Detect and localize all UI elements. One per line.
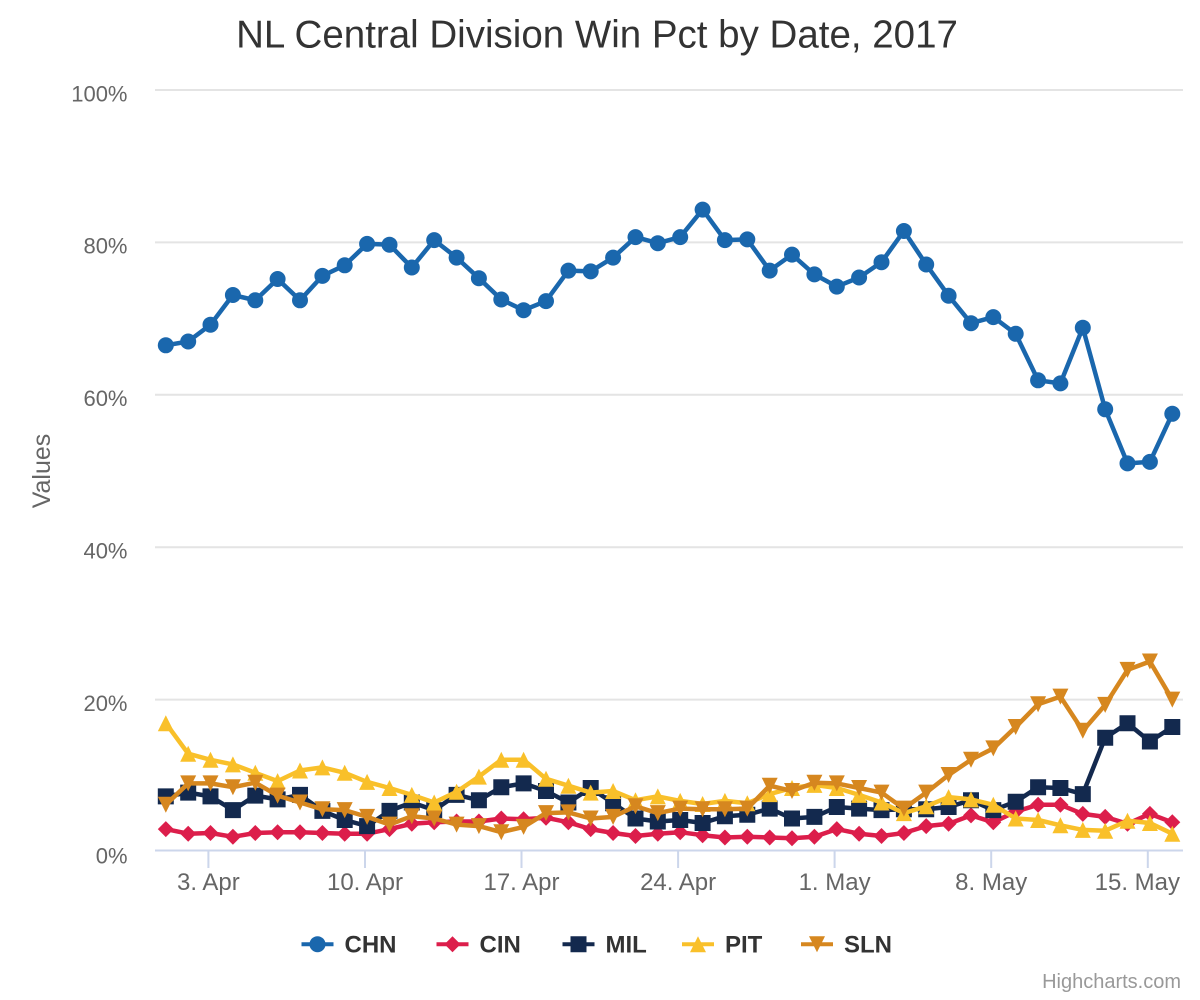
svg-text:Highcharts.com: Highcharts.com bbox=[1042, 971, 1181, 993]
svg-text:3. Apr: 3. Apr bbox=[177, 869, 240, 896]
svg-text:NL Central Division Win Pct by: NL Central Division Win Pct by Date, 201… bbox=[236, 14, 958, 57]
svg-text:40%: 40% bbox=[83, 539, 127, 564]
svg-text:CHN: CHN bbox=[345, 932, 397, 959]
svg-text:SLN: SLN bbox=[844, 932, 892, 959]
svg-text:60%: 60% bbox=[83, 386, 127, 411]
svg-text:Values: Values bbox=[28, 434, 56, 509]
svg-text:PIT: PIT bbox=[725, 932, 763, 959]
svg-text:17. Apr: 17. Apr bbox=[483, 869, 559, 896]
svg-text:24. Apr: 24. Apr bbox=[640, 869, 716, 896]
svg-text:20%: 20% bbox=[83, 691, 127, 716]
svg-text:8. May: 8. May bbox=[955, 869, 1027, 896]
svg-text:15. May: 15. May bbox=[1095, 869, 1180, 896]
svg-text:80%: 80% bbox=[83, 234, 127, 259]
svg-text:MIL: MIL bbox=[606, 932, 647, 959]
svg-text:10. Apr: 10. Apr bbox=[327, 869, 403, 896]
svg-text:0%: 0% bbox=[96, 843, 128, 868]
svg-text:CIN: CIN bbox=[480, 932, 521, 959]
svg-text:1. May: 1. May bbox=[799, 869, 871, 896]
svg-text:100%: 100% bbox=[71, 81, 127, 106]
